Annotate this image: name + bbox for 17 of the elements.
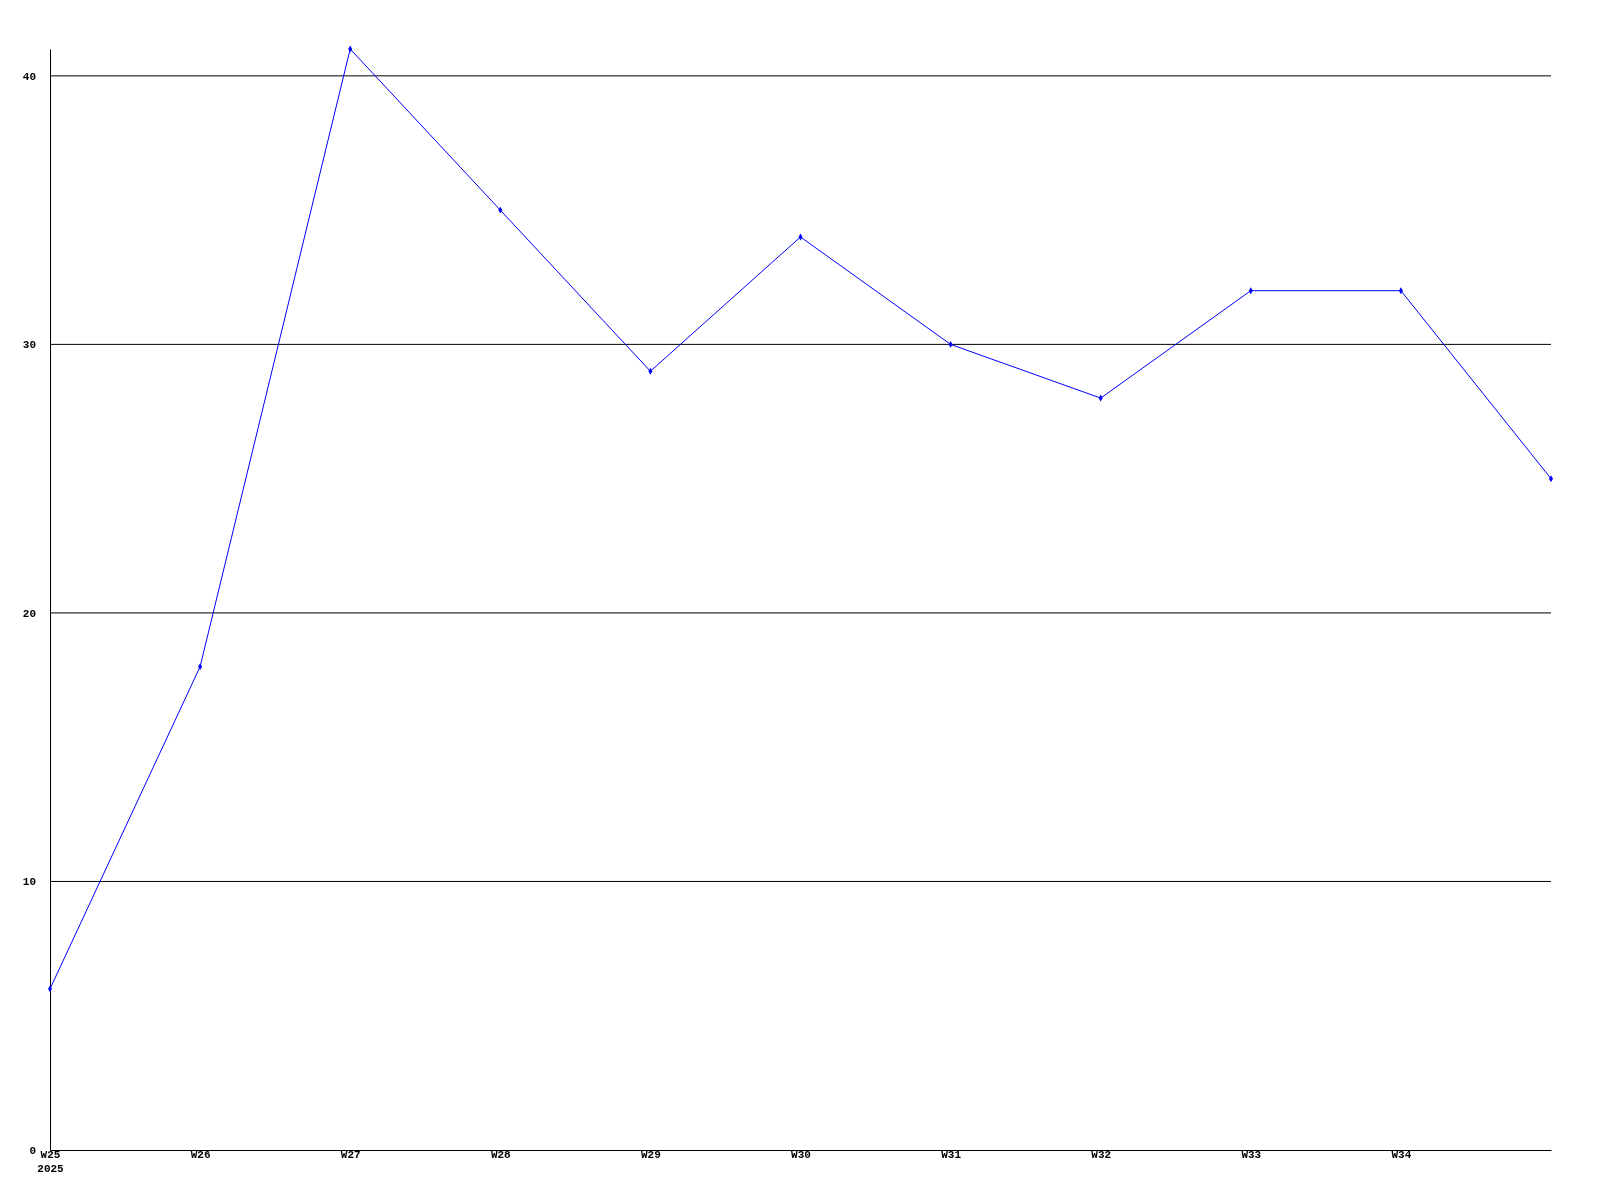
x-tick-label: W33 [1241, 1149, 1262, 1161]
point [47, 985, 53, 993]
x-tick-label: W25 2025 [37, 1149, 65, 1175]
x-tick-label: W31 [941, 1149, 962, 1161]
x-tick-label: W27 [340, 1149, 361, 1161]
x-tick-label: W26 [190, 1149, 211, 1161]
y-tick-label: 20 [22, 607, 36, 620]
point [1548, 475, 1554, 483]
x-tick-label: W28 [490, 1149, 512, 1161]
y-tick-label: 10 [22, 876, 36, 889]
y-tick-label: 40 [22, 70, 36, 83]
y-tick-label: 30 [22, 339, 36, 352]
x-tick-label: W32 [1091, 1149, 1112, 1161]
x-tick-label: W30 [791, 1149, 811, 1161]
x-tick-label: W29 [640, 1149, 661, 1161]
y-tick-label: 0 [29, 1145, 36, 1158]
x-tick-label: W34 [1391, 1149, 1412, 1161]
